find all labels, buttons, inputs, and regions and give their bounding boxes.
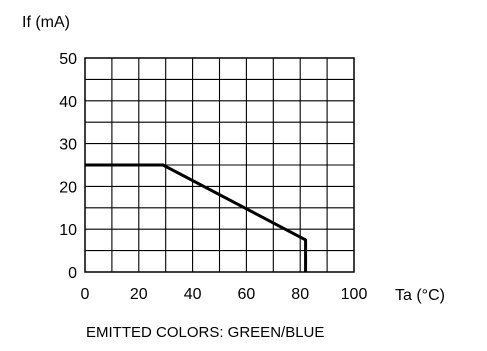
x-tick-label: 40 <box>184 286 202 303</box>
emitted-colors-note: EMITTED COLORS: GREEN/BLUE <box>86 324 324 341</box>
x-tick-label: 100 <box>341 286 368 303</box>
y-tick-label: 30 <box>59 137 77 154</box>
y-tick-labels: 0 10 20 30 40 50 <box>59 51 77 282</box>
x-axis-label: Ta (°C) <box>395 287 445 304</box>
x-tick-labels: 0 20 40 60 80 100 <box>81 286 368 303</box>
x-tick-label: 80 <box>291 286 309 303</box>
derating-curve-line <box>85 163 308 272</box>
x-tick-label: 20 <box>130 286 148 303</box>
series-group <box>85 163 308 272</box>
y-tick-label: 40 <box>59 94 77 111</box>
y-tick-label: 20 <box>59 179 77 196</box>
chart-grid <box>85 58 354 272</box>
y-tick-label: 50 <box>59 51 77 68</box>
x-tick-label: 60 <box>238 286 256 303</box>
y-tick-label: 0 <box>68 265 77 282</box>
y-axis-label: If (mA) <box>22 14 70 31</box>
y-tick-label: 10 <box>59 222 77 239</box>
x-tick-label: 0 <box>81 286 90 303</box>
